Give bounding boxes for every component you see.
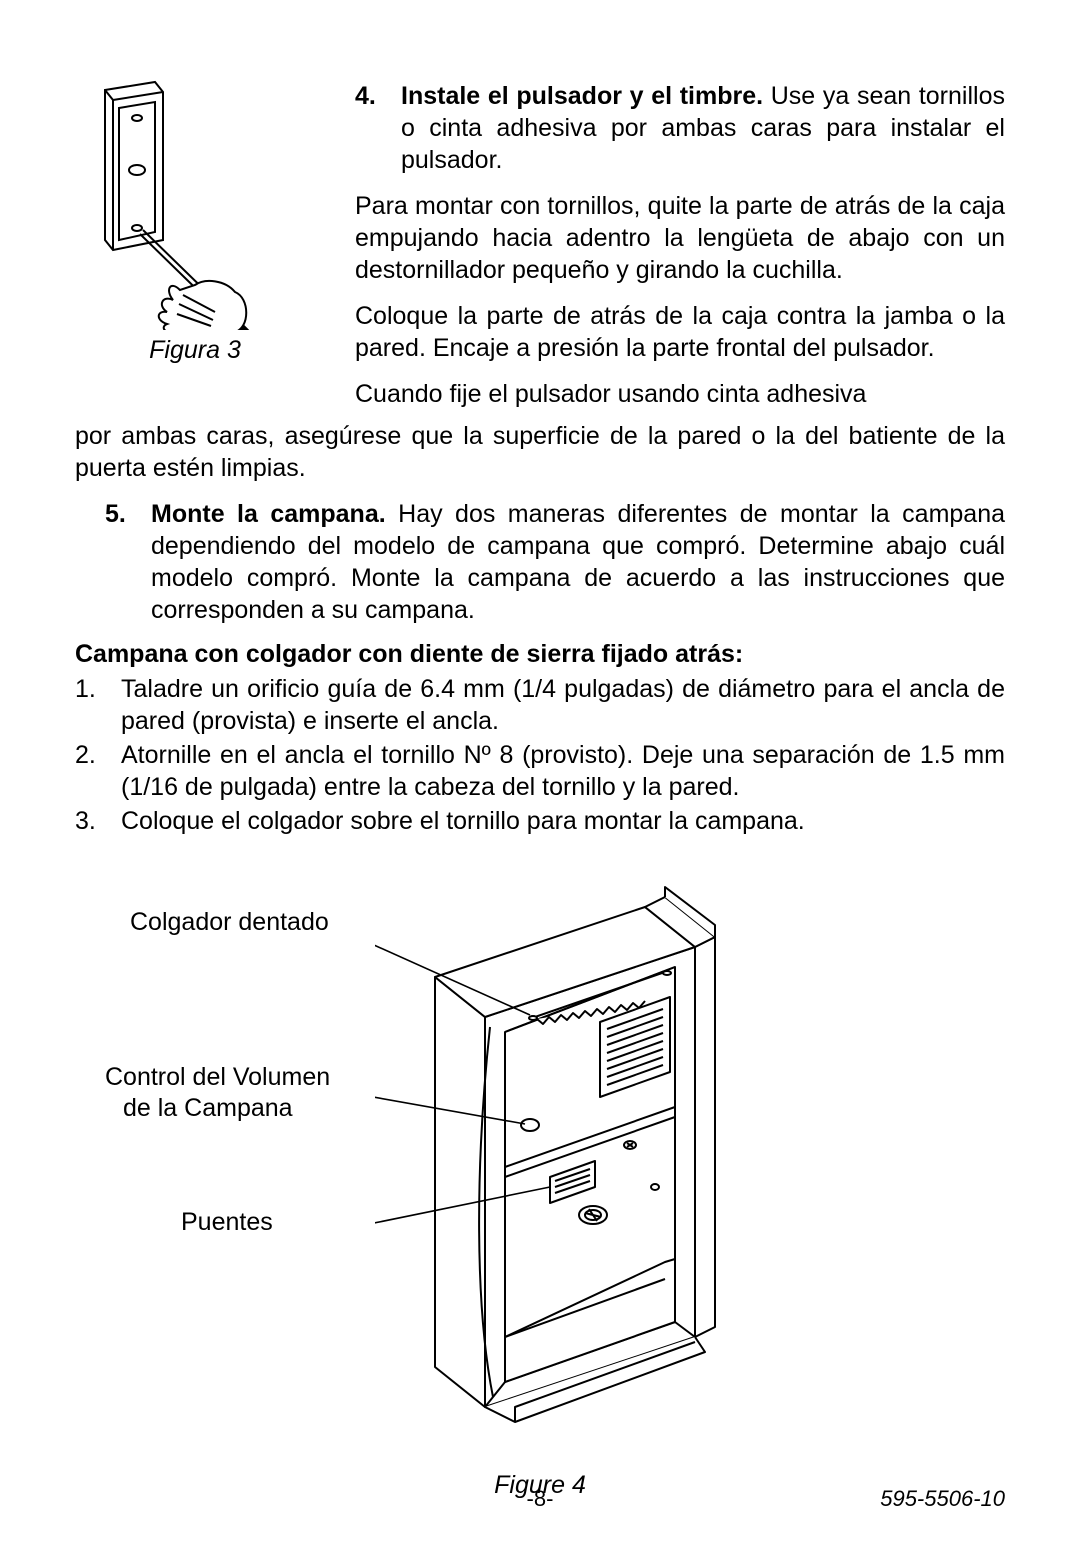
step5-block: 5. Monte la campana. Hay dos maneras dif…: [75, 498, 1005, 626]
step4-number: 4.: [355, 80, 401, 176]
step5-title: Monte la campana.: [151, 500, 386, 528]
sub-item-2: 2. Atornille en el ancla el tornillo Nº …: [75, 739, 1005, 803]
figure3: Figura 3: [75, 80, 315, 365]
page-footer: -8- 595-5506-10: [75, 1486, 1005, 1512]
sub-list: 1. Taladre un orificio guía de 6.4 mm (1…: [75, 673, 1005, 837]
figure3-caption: Figura 3: [75, 336, 315, 365]
step4-para2: Para montar con tornillos, quite la part…: [355, 190, 1005, 286]
figure4-svg: [375, 867, 805, 1437]
step4-para3: Coloque la parte de atrás de la caja con…: [355, 300, 1005, 364]
sub-item-3: 3. Coloque el colgador sobre el tornillo…: [75, 805, 1005, 837]
sub-heading: Campana con colgador con diente de sierr…: [75, 640, 1005, 669]
figure4-label-volume-l1: Control del Volumen: [105, 1063, 330, 1091]
step5-number: 5.: [75, 498, 151, 626]
figure3-svg: [85, 80, 305, 330]
figure4-label-jumpers: Puentes: [181, 1207, 273, 1238]
footer-page: -8-: [75, 1486, 1005, 1512]
step4-para4-right: Cuando fije el pulsador usando cinta adh…: [355, 378, 1005, 410]
figure4-label-volume-l2: de la Campana: [105, 1094, 293, 1122]
step4-text-block: 4. Instale el pulsador y el timbre. Use …: [355, 80, 1005, 410]
step4-title: Instale el pulsador y el timbre.: [401, 82, 763, 110]
step4-para4-continuation: por ambas caras, asegúrese que la superf…: [75, 420, 1005, 484]
sub-item-1: 1. Taladre un orificio guía de 6.4 mm (1…: [75, 673, 1005, 737]
figure4-label-hanger: Colgador dentado: [130, 907, 329, 938]
figure4: Colgador dentado Control del Volumen de …: [75, 867, 1005, 1467]
